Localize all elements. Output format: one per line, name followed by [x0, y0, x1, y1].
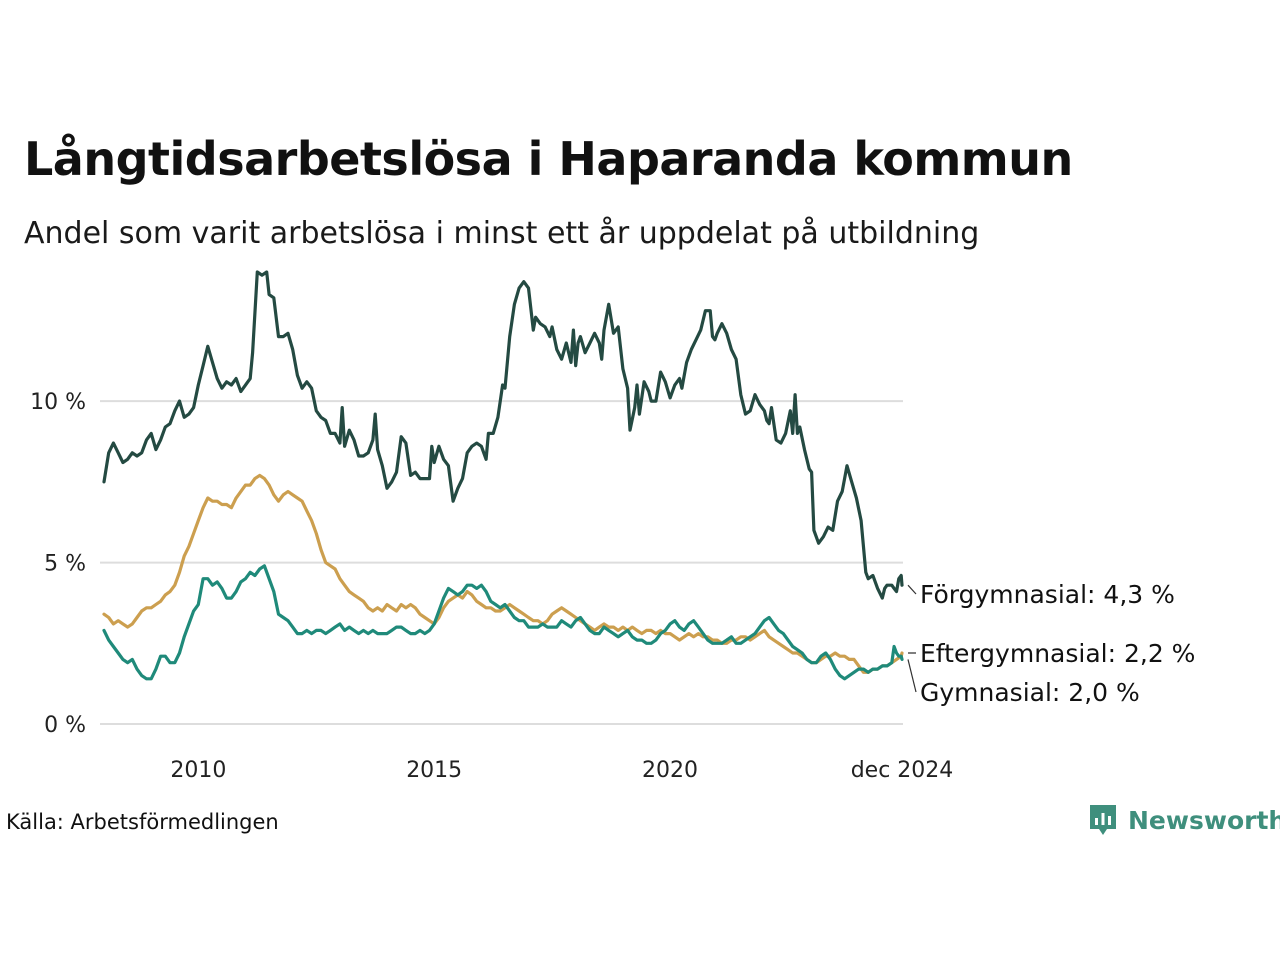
end-label-eftergymnasial: Eftergymnasial: 2,2 %: [920, 639, 1195, 668]
x-tick-label: dec 2024: [851, 758, 954, 783]
newsworthy-logo-icon: [1090, 805, 1116, 835]
end-label-förgymnasial: Förgymnasial: 4,3 %: [920, 580, 1175, 609]
end-label-gymnasial: Gymnasial: 2,0 %: [920, 678, 1140, 707]
series-line-eftergymnasial: [102, 473, 904, 674]
chart-title: Långtidsarbetslösa i Haparanda kommun: [24, 132, 1073, 186]
x-tick-label: 2015: [406, 758, 462, 783]
y-tick-label: 10 %: [30, 390, 86, 415]
chart-subtitle: Andel som varit arbetslösa i minst ett å…: [24, 216, 980, 251]
y-tick-label: 0 %: [44, 713, 86, 738]
y-tick-label: 5 %: [44, 552, 86, 577]
series-line-förgymnasial: [102, 270, 904, 600]
label-leader-förgymnasial: [907, 584, 917, 595]
brand-name: Newsworthy: [1128, 805, 1280, 835]
source-note: Källa: Arbetsförmedlingen: [6, 810, 279, 834]
brand-logo[interactable]: Newsworthy: [1088, 802, 1280, 838]
label-leader-gymnasial: [907, 659, 917, 693]
series-line-gymnasial: [102, 564, 904, 681]
x-tick-label: 2020: [642, 758, 698, 783]
x-tick-label: 2010: [170, 758, 226, 783]
